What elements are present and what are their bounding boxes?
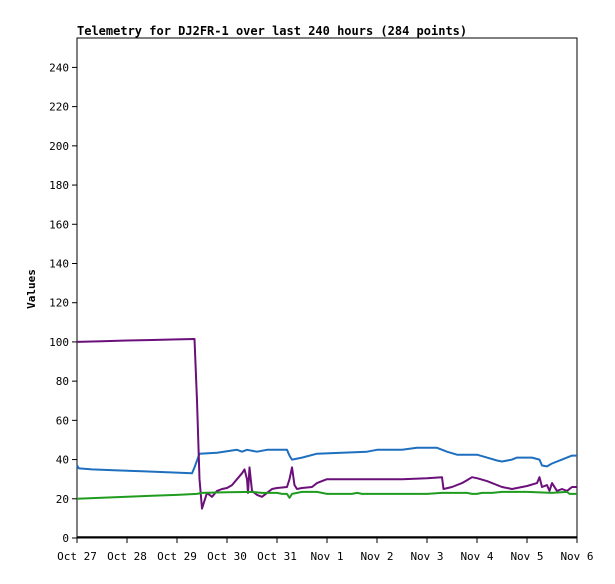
y-tick-label: 80 (56, 375, 69, 388)
y-tick-label: 20 (56, 493, 69, 506)
series-line-1 (76, 338, 577, 510)
y-tick-label: 140 (49, 257, 69, 270)
series-line-0 (76, 446, 577, 475)
x-axis: Oct 27 Oct 28 Oct 29 Oct 30 Oct 31 Nov 1 Nov 2… (57, 538, 594, 563)
y-tick-label: 180 (49, 179, 69, 192)
y-tick-label: 240 (49, 61, 69, 74)
x-tick-label: Oct 27 (57, 550, 97, 563)
series-group (76, 338, 577, 539)
x-tick-label: Nov 1 (310, 550, 343, 563)
y-tick-label: 200 (49, 140, 69, 153)
x-tick-label: Nov 3 (410, 550, 443, 563)
y-tick-label: 120 (49, 297, 69, 310)
y-axis-label: Values (25, 269, 38, 309)
chart-title: Telemetry for DJ2FR-1 over last 240 hour… (77, 24, 467, 38)
y-tick-label: 100 (49, 336, 69, 349)
y-tick-label: 40 (56, 454, 69, 467)
y-tick-label: 160 (49, 218, 69, 231)
x-tick-label: Oct 29 (157, 550, 197, 563)
y-axis: 0 20 40 60 80 100 120 140 160 180 200 220 240 (49, 61, 77, 545)
x-tick-label: Nov 5 (510, 550, 543, 563)
y-tick-label: 60 (56, 414, 69, 427)
x-tick-label: Nov 6 (560, 550, 593, 563)
x-tick-label: Nov 2 (360, 550, 393, 563)
x-tick-label: Oct 31 (257, 550, 297, 563)
x-tick-label: Oct 30 (207, 550, 247, 563)
plot-area (76, 37, 578, 539)
x-tick-label: Nov 4 (460, 550, 493, 563)
x-tick-label: Oct 28 (107, 550, 147, 563)
series-line-2 (76, 490, 577, 500)
y-tick-label: 0 (62, 532, 69, 545)
y-tick-label: 220 (49, 101, 69, 114)
